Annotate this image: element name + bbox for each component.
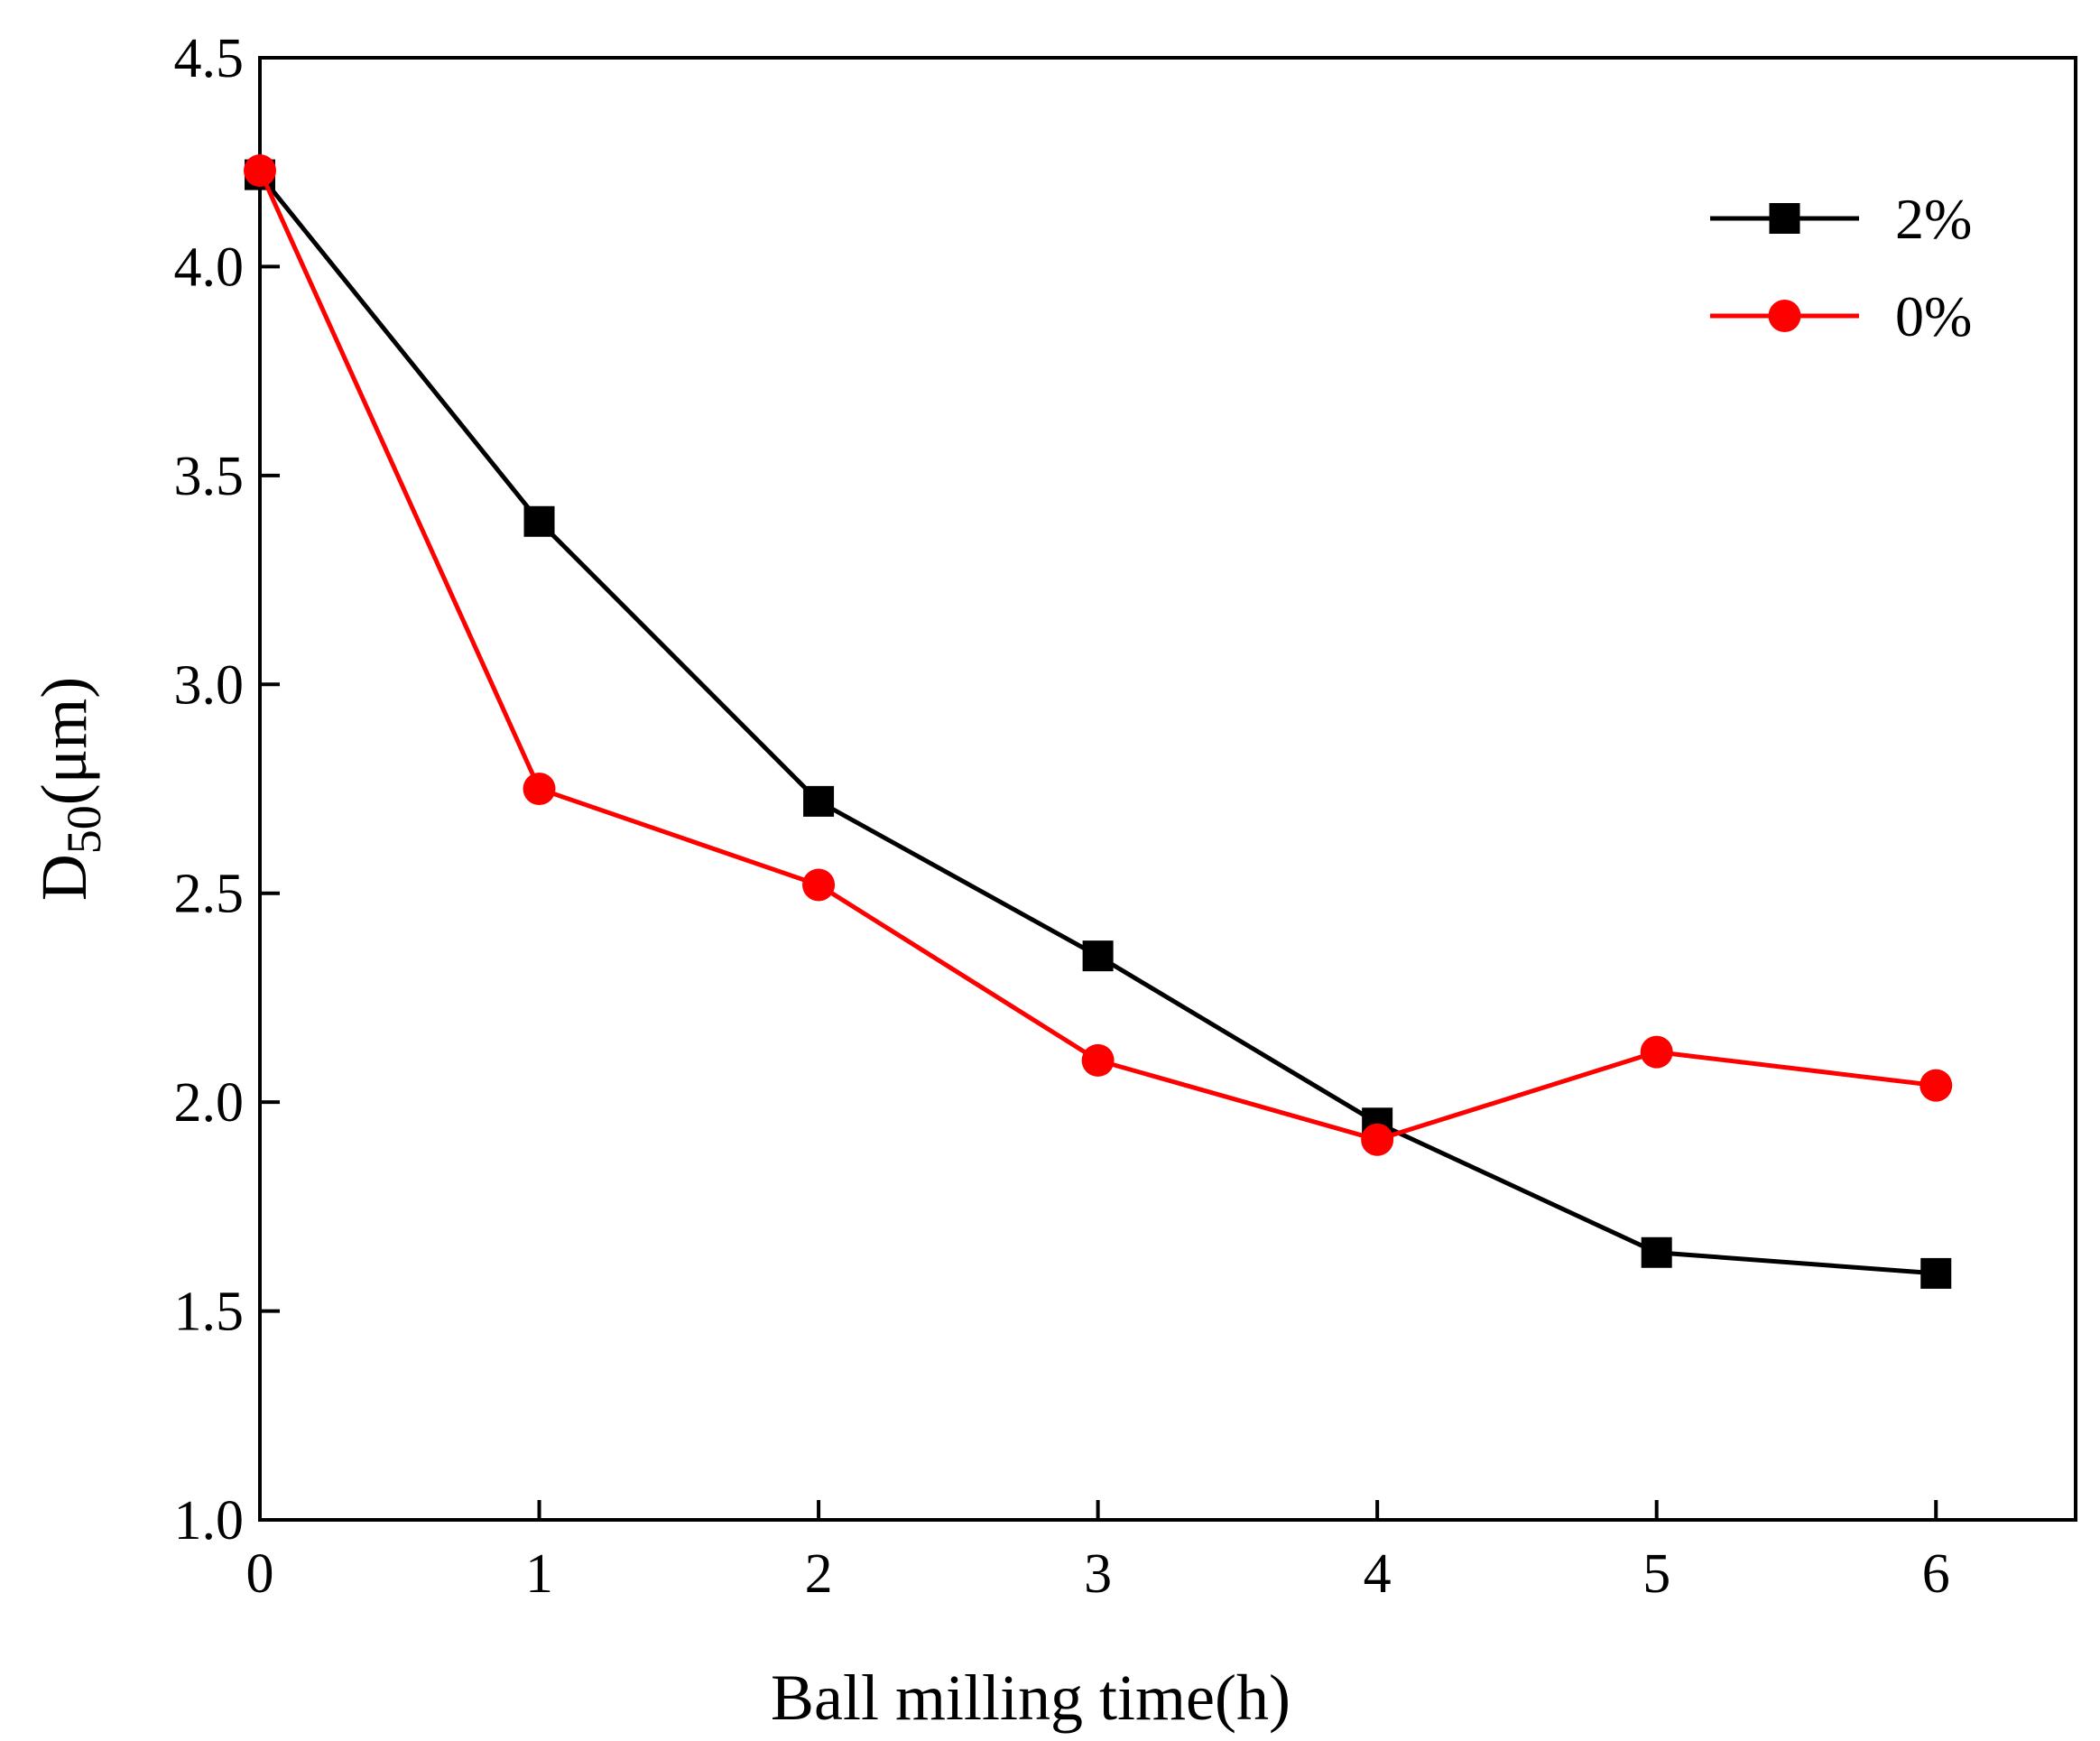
- y-tick-label: 1.0: [174, 1490, 245, 1551]
- legend-label-0pct: 0%: [1895, 284, 1972, 348]
- y-tick-label: 2.5: [174, 864, 245, 925]
- y-axis-title-unit: (μm): [28, 677, 100, 806]
- data-series: [244, 153, 1953, 1289]
- y-tick-label: 1.5: [174, 1282, 245, 1343]
- axis-ticks: 0 1 2 3 4 5 6 1.0 1.5 2.0 2.5 3.0 3.5 4.0 4.5: [174, 28, 1950, 1605]
- data-point-0pct: [802, 868, 836, 902]
- data-point-2pct: [803, 785, 835, 817]
- x-tick-label: 2: [805, 1543, 833, 1605]
- x-tick-label: 4: [1364, 1543, 1392, 1605]
- legend: 2% 0%: [1710, 187, 1972, 348]
- data-point-0pct: [1361, 1123, 1394, 1156]
- data-point-0pct: [1081, 1043, 1115, 1077]
- x-tick-label: 1: [525, 1543, 553, 1605]
- data-point-2pct: [1641, 1236, 1672, 1268]
- y-tick-label: 4.5: [174, 28, 245, 89]
- x-tick-label: 6: [1922, 1543, 1950, 1605]
- legend-marker-0pct: [1768, 300, 1801, 332]
- data-point-0pct: [523, 773, 556, 805]
- y-tick-label: 3.5: [174, 446, 245, 507]
- plot-frame: [258, 56, 2077, 1522]
- x-axis-title: Ball milling time(h): [771, 1662, 1291, 1734]
- x-tick-label: 0: [246, 1543, 274, 1605]
- legend-marker-2pct: [1769, 203, 1800, 234]
- data-point-2pct: [1920, 1257, 1952, 1289]
- legend-label-2pct: 2%: [1895, 187, 1972, 251]
- y-axis-title-main: D: [28, 854, 100, 901]
- y-tick-label: 4.0: [174, 236, 245, 298]
- series-line-0pct: [257, 169, 1937, 1143]
- x-tick-label: 3: [1084, 1543, 1112, 1605]
- data-point-0pct: [1920, 1069, 1953, 1102]
- x-tick-label: 5: [1642, 1543, 1670, 1605]
- y-tick-label: 2.0: [174, 1072, 245, 1134]
- y-tick-label: 3.0: [174, 654, 245, 716]
- data-point-2pct: [1082, 940, 1114, 972]
- data-point-0pct: [244, 153, 276, 187]
- y-axis-title: D50(μm): [28, 677, 111, 902]
- svg-text:D50(μm): D50(μm): [28, 677, 111, 902]
- y-axis-title-subscript: 50: [57, 805, 111, 854]
- data-point-2pct: [523, 505, 555, 537]
- data-point-0pct: [1640, 1035, 1673, 1069]
